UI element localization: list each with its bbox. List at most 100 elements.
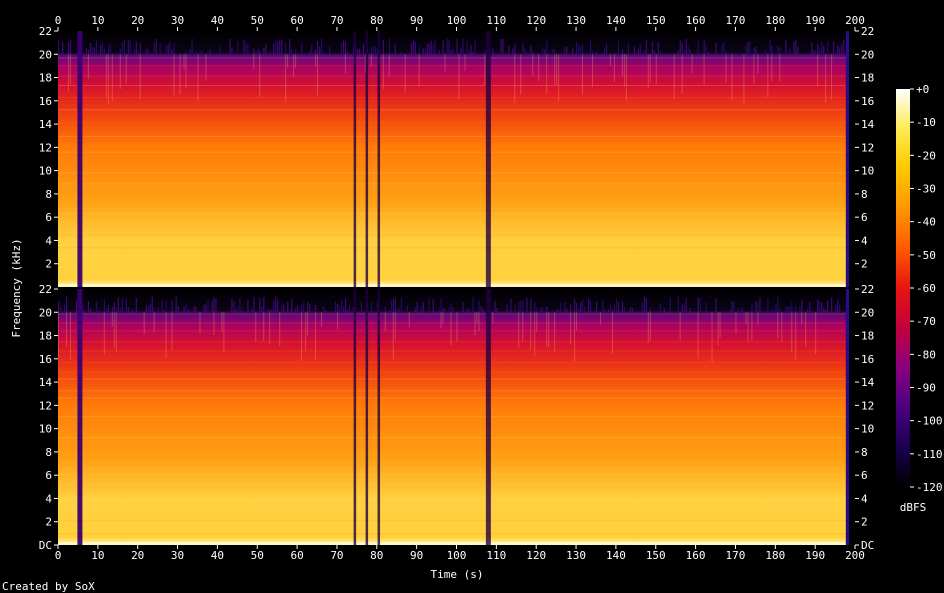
spectral-streak — [775, 303, 777, 313]
y-tick-label: 2 — [861, 258, 868, 271]
colorbar-tick-label: +0 — [916, 83, 929, 96]
spectral-streak — [273, 43, 275, 55]
y-tick-label: 10 — [39, 423, 52, 436]
harmonic-line — [58, 183, 855, 185]
spectral-streak — [691, 54, 693, 74]
spectral-streak — [554, 49, 556, 55]
spectral-streak — [352, 307, 355, 313]
y-tick-label: 2 — [861, 516, 868, 529]
spectral-streak — [753, 54, 755, 85]
spectral-streak — [95, 39, 98, 55]
spectral-streak — [572, 47, 574, 55]
spectral-streak — [637, 48, 640, 55]
spectral-streak — [456, 39, 458, 55]
spectral-streak — [352, 44, 355, 55]
spectral-streak — [681, 304, 683, 313]
spectral-streak — [432, 43, 434, 55]
spectral-streak — [448, 40, 450, 55]
spectral-streak — [65, 296, 68, 313]
spectral-streak — [448, 307, 450, 313]
spectral-streak — [179, 54, 181, 95]
x-tick-label: 120 — [526, 549, 546, 562]
y-tick-label: 8 — [861, 188, 868, 201]
spectral-streak — [336, 312, 338, 329]
harmonic-line — [58, 275, 855, 277]
spectral-streak — [554, 54, 556, 85]
spectral-streak — [139, 54, 141, 100]
spectral-streak — [444, 308, 446, 313]
harmonic-line — [58, 266, 855, 268]
spectral-streak — [195, 307, 197, 313]
spectral-streak — [613, 52, 616, 55]
spectral-streak — [165, 46, 167, 55]
y-tick-label: 22 — [861, 25, 874, 38]
spectral-streak — [135, 41, 137, 55]
harmonic-line — [58, 97, 855, 99]
spectral-streak — [570, 312, 572, 345]
spectral-streak — [398, 307, 400, 313]
spectral-streak — [530, 46, 532, 55]
spectral-streak — [689, 48, 691, 55]
spectral-streak — [442, 40, 444, 55]
spectral-streak — [757, 54, 759, 74]
spectral-streak — [643, 50, 645, 55]
spectral-streak — [819, 47, 821, 55]
y-tick-label: 14 — [861, 376, 875, 389]
spectral-streak — [703, 39, 705, 55]
spectral-streak — [69, 39, 72, 55]
x-tick-label: 60 — [290, 14, 303, 27]
spectral-streak — [171, 300, 173, 313]
spectral-streak — [438, 307, 440, 313]
spectral-streak — [147, 306, 149, 313]
spectral-streak — [275, 296, 277, 313]
harmonic-line — [58, 205, 855, 207]
harmonic-line — [58, 463, 855, 465]
spectral-streak — [291, 49, 293, 55]
spectral-streak — [135, 297, 137, 313]
y-tick-label: 6 — [45, 211, 52, 224]
spectral-streak — [408, 312, 410, 328]
spectral-streak — [237, 41, 239, 55]
spectral-streak — [484, 50, 486, 55]
spectral-streak — [753, 47, 755, 55]
spectral-streak — [757, 302, 759, 313]
spectral-streak — [313, 51, 315, 55]
spectral-streak — [265, 44, 267, 55]
spectral-streak — [223, 312, 225, 352]
spectral-streak — [779, 54, 781, 82]
spectral-streak — [434, 40, 436, 55]
spectral-streak — [715, 42, 717, 55]
spectral-streak — [582, 54, 584, 96]
spectral-streak — [530, 312, 532, 351]
spectral-streak — [340, 42, 343, 55]
spectral-streak — [93, 47, 96, 55]
y-axis-left: 2 4 6 8 10 12 14 16 18 20 22 DC 2 4 6 8 10 12 14 16 18 20 22 — [39, 25, 58, 552]
spectral-streak — [269, 309, 271, 313]
spectral-streak — [125, 298, 127, 313]
x-tick-label: 120 — [526, 14, 546, 27]
x-tick-label: 130 — [566, 14, 586, 27]
fade-edge — [846, 289, 850, 545]
spectral-streak — [370, 302, 373, 313]
spectral-streak — [307, 301, 309, 313]
spectral-streak — [837, 299, 839, 313]
silence-region — [849, 31, 855, 287]
spectral-streak — [103, 47, 106, 55]
spectral-streak — [795, 312, 797, 360]
spectral-streak — [301, 42, 303, 55]
y-tick-label: 4 — [861, 492, 868, 505]
spectral-streak — [588, 298, 590, 313]
spectral-streak — [566, 46, 568, 55]
spectral-streak — [344, 54, 346, 74]
y-tick-label: 16 — [861, 95, 874, 108]
spectral-streak — [344, 298, 347, 313]
spectral-streak — [613, 54, 615, 83]
colorbar-tick-label: -40 — [916, 216, 936, 229]
spectral-streak — [536, 312, 538, 333]
spectral-streak — [362, 43, 365, 55]
x-tick-label: 70 — [330, 14, 343, 27]
spectral-streak — [243, 40, 245, 55]
spectral-streak — [625, 54, 627, 101]
spectral-streak — [534, 312, 536, 356]
spectral-streak — [151, 296, 153, 313]
